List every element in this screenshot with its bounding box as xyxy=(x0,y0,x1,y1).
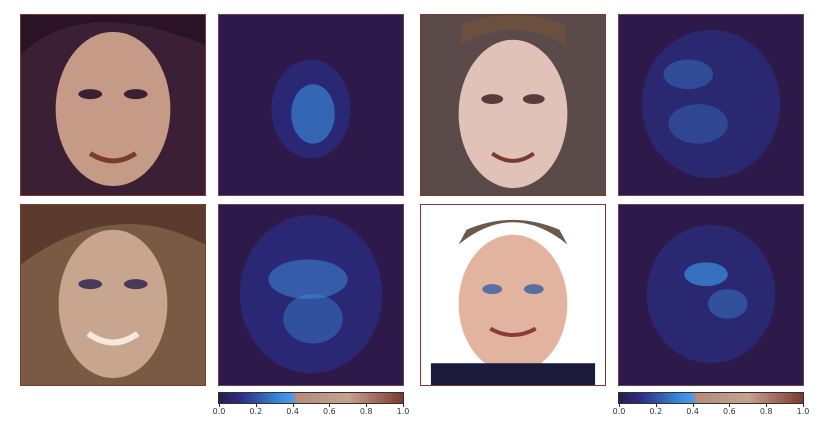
colorbar-left xyxy=(218,392,404,404)
colorbar-tick-label: 1.0 xyxy=(396,407,410,416)
colorbar-tick-label: 0.6 xyxy=(723,407,736,416)
colorbar-tick-mark xyxy=(403,404,404,407)
colorbar-tick-mark xyxy=(766,404,768,407)
colorbar-right xyxy=(618,392,804,404)
saliency-heatmap-bottom-right xyxy=(618,204,804,386)
colorbar-tick-label: 0.8 xyxy=(359,407,373,416)
colorbar-tick-label: 0.0 xyxy=(612,407,626,416)
colorbar-tick-mark xyxy=(729,404,731,407)
saliency-heatmap-top-right xyxy=(618,14,804,196)
colorbar-tick-label: 0.4 xyxy=(686,407,699,416)
colorbar-tick-label: 1.0 xyxy=(796,407,810,416)
colorbar-tick-label: 0.8 xyxy=(759,407,773,416)
colorbar-tick-mark xyxy=(803,404,804,407)
saliency-heatmap-bottom-left xyxy=(218,204,404,386)
colorbar-tick-label: 0.0 xyxy=(212,407,226,416)
colorbar-tick-label: 0.6 xyxy=(323,407,336,416)
colorbar-tick-label: 0.4 xyxy=(286,407,299,416)
heatmap-illustration xyxy=(219,15,403,195)
colorbar-tick-label: 0.2 xyxy=(649,407,663,416)
face-image-bottom-right xyxy=(420,204,606,386)
face-illustration xyxy=(21,205,205,385)
face-image-top-left xyxy=(20,14,206,196)
colorbar-tick-mark xyxy=(292,404,294,407)
colorbar-tick-mark xyxy=(219,404,220,407)
heatmap-illustration xyxy=(219,205,403,385)
heatmap-illustration xyxy=(619,205,803,385)
colorbar-tick-mark xyxy=(329,404,331,407)
heatmap-illustration xyxy=(619,15,803,195)
colorbar-tick-mark xyxy=(366,404,368,407)
saliency-heatmap-top-left xyxy=(218,14,404,196)
face-illustration xyxy=(21,15,205,195)
face-illustration xyxy=(421,15,605,195)
colorbar-tick-mark xyxy=(619,404,620,407)
face-image-top-right xyxy=(420,14,606,196)
colorbar-tick-mark xyxy=(255,404,257,407)
colorbar-tick-label: 0.2 xyxy=(249,407,263,416)
face-illustration xyxy=(421,205,605,385)
colorbar-tick-mark xyxy=(655,404,657,407)
colorbar-tick-mark xyxy=(692,404,694,407)
face-image-bottom-left xyxy=(20,204,206,386)
